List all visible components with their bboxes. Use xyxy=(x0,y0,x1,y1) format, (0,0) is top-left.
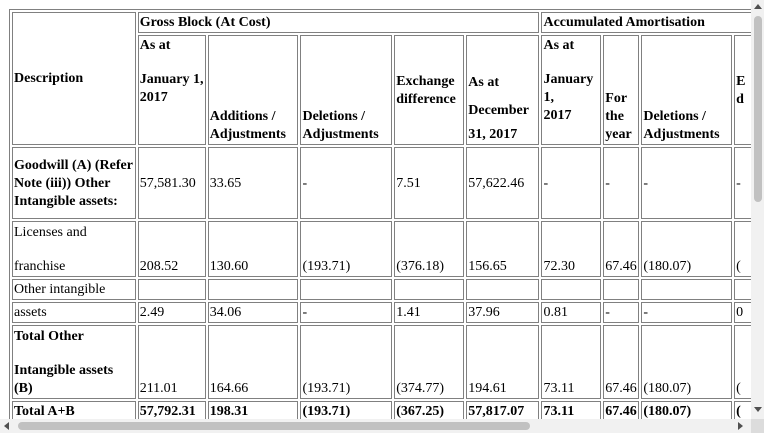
cell-additions: 198.31 xyxy=(207,401,299,419)
cell-additions: 33.65 xyxy=(207,147,299,219)
amort-deletions-header: Deletions / Adjustments xyxy=(641,35,733,145)
cell-deletions: (193.71) xyxy=(300,401,393,419)
accumulated-amortisation-header: Accumulated Amortisation xyxy=(541,12,751,33)
cell-gross-january: 57,792.31 xyxy=(137,401,206,419)
cell-gross-december: 37.96 xyxy=(466,302,540,323)
gross-as-at-january-header: As at January 1, 2017 xyxy=(137,35,206,145)
cell-clipped: ( xyxy=(734,221,751,277)
cell-amort-january: 73.11 xyxy=(541,325,602,399)
cell-gross-december: 156.65 xyxy=(466,221,540,277)
cell-exchange: (376.18) xyxy=(394,221,465,277)
cell-additions: 164.66 xyxy=(207,325,299,399)
clipped-column-header: E d xyxy=(734,35,751,145)
amort-as-at-january-header: As at January 1, 2017 xyxy=(541,35,602,145)
table-row: assets 2.49 34.06 - 1.41 37.96 0.81 - - … xyxy=(12,302,751,323)
cell-amort-deletions: (180.07) xyxy=(641,221,733,277)
row-label: Other intangible xyxy=(12,279,136,300)
for-the-year-header: For the year xyxy=(603,35,640,145)
cell-clipped: ( xyxy=(734,401,751,419)
table-row: Total Other Intangible assets (B) 211.01… xyxy=(12,325,751,399)
cell-gross-january: 211.01 xyxy=(137,325,206,399)
scroll-down-icon[interactable] xyxy=(754,407,762,412)
cell-gross-december: 57,622.46 xyxy=(466,147,540,219)
table-row: Total A+B 57,792.31 198.31 (193.71) (367… xyxy=(12,401,751,419)
cell-clipped: 0 xyxy=(734,302,751,323)
cell-additions: 34.06 xyxy=(207,302,299,323)
scroll-up-icon[interactable] xyxy=(754,4,762,9)
description-header: Description xyxy=(12,12,136,145)
cell-amort-january: 72.30 xyxy=(541,221,602,277)
cell-exchange: 7.51 xyxy=(394,147,465,219)
cell-clipped: ( xyxy=(734,325,751,399)
vertical-scroll-thumb[interactable] xyxy=(754,16,762,202)
cell-for-year: 67.46 xyxy=(603,401,640,419)
deletions-header: Deletions / Adjustments xyxy=(300,35,393,145)
cell-for-year: 67.46 xyxy=(603,221,640,277)
cell-exchange: (374.77) xyxy=(394,325,465,399)
cell-for-year: - xyxy=(603,147,640,219)
exchange-difference-header: Exchange difference xyxy=(394,35,465,145)
cell-amort-deletions: - xyxy=(641,147,733,219)
table-row: Other intangible xyxy=(12,279,751,300)
cell-clipped: - xyxy=(734,147,751,219)
cell-gross-december: 194.61 xyxy=(466,325,540,399)
cell-deletions: (193.71) xyxy=(300,221,393,277)
table-row: Goodwill (A) (Refer Note (iii)) Other In… xyxy=(12,147,751,219)
cell-for-year: - xyxy=(603,302,640,323)
scrollbar-corner xyxy=(751,419,764,433)
cell-deletions: (193.71) xyxy=(300,325,393,399)
cell-deletions: - xyxy=(300,302,393,323)
row-label: Total Other Intangible assets (B) xyxy=(12,325,136,399)
cell-gross-january: 208.52 xyxy=(137,221,206,277)
cell-deletions: - xyxy=(300,147,393,219)
row-label: Goodwill (A) (Refer Note (iii)) Other In… xyxy=(12,147,136,219)
cell-amort-january: 73.11 xyxy=(541,401,602,419)
cell-gross-january: 2.49 xyxy=(137,302,206,323)
cell-additions: 130.60 xyxy=(207,221,299,277)
cell-for-year: 67.46 xyxy=(603,325,640,399)
horizontal-scroll-thumb[interactable] xyxy=(18,422,530,430)
scroll-right-icon[interactable] xyxy=(738,422,743,430)
table-row: Licenses and franchise 208.52 130.60 (19… xyxy=(12,221,751,277)
cell-gross-december: 57,817.07 xyxy=(466,401,540,419)
cell-exchange: (367.25) xyxy=(394,401,465,419)
cell-amort-deletions: - xyxy=(641,302,733,323)
horizontal-scrollbar[interactable] xyxy=(0,419,751,433)
row-label: assets xyxy=(12,302,136,323)
cell-amort-deletions: (180.07) xyxy=(641,401,733,419)
cell-amort-deletions: (180.07) xyxy=(641,325,733,399)
cell-amort-january: - xyxy=(541,147,602,219)
cell-exchange: 1.41 xyxy=(394,302,465,323)
cell-amort-january: 0.81 xyxy=(541,302,602,323)
gross-as-at-december-header: As at December 31, 2017 xyxy=(466,35,540,145)
row-label: Licenses and franchise xyxy=(12,221,136,277)
additions-header: Additions / Adjustments xyxy=(207,35,299,145)
gross-block-header: Gross Block (At Cost) xyxy=(137,12,540,33)
vertical-scrollbar[interactable] xyxy=(751,0,764,419)
intangible-assets-table: Description Gross Block (At Cost) Accumu… xyxy=(9,9,751,419)
table-viewport: Description Gross Block (At Cost) Accumu… xyxy=(9,9,751,419)
cell-gross-january: 57,581.30 xyxy=(137,147,206,219)
row-label: Total A+B xyxy=(12,401,136,419)
scroll-left-icon[interactable] xyxy=(4,422,9,430)
